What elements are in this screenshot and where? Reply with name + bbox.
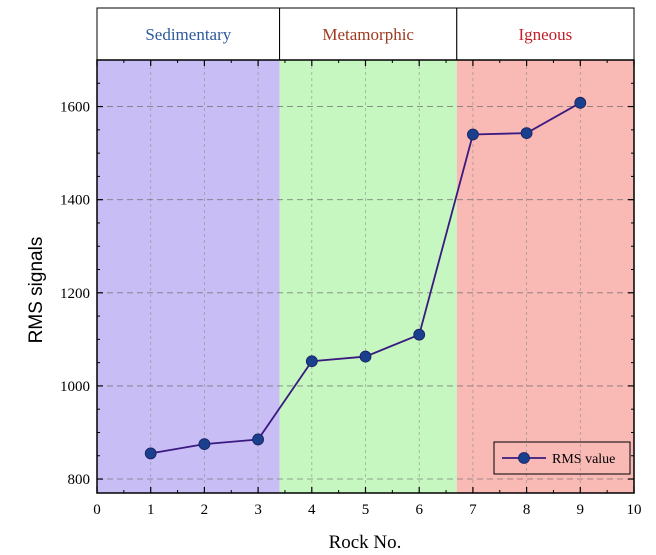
x-tick-label: 3: [254, 502, 262, 518]
legend-label: RMS value: [552, 452, 615, 467]
x-tick-label: 0: [93, 502, 101, 518]
region-header: Sedimentary Metamorphic Igneous: [96, 7, 635, 61]
y-tick-label: 1200: [60, 286, 90, 302]
y-tick-label: 1000: [60, 379, 90, 395]
x-tick-label: 7: [469, 502, 477, 518]
region-header-cell-sedimentary: [96, 7, 281, 61]
region-backgrounds: [97, 60, 634, 493]
axes: 0 1 2 3 4 5 6 7 8 9 10 800 1000 1200 1400 1600: [60, 59, 642, 518]
data-point: [144, 447, 157, 460]
data-point: [413, 328, 426, 341]
y-axis-title: RMS signals: [26, 237, 47, 344]
x-axis-title: Rock No.: [329, 532, 402, 553]
data-point: [466, 128, 479, 141]
data-point: [520, 127, 533, 139]
region-background-igneous: [456, 60, 634, 493]
grid-lines: [97, 60, 634, 493]
region-label-igneous: Igneous: [518, 25, 572, 44]
data-point: [305, 355, 318, 368]
legend: RMS value: [493, 441, 631, 475]
region-label-metamorphic: Metamorphic: [322, 25, 414, 44]
x-tick-label: 4: [308, 502, 316, 518]
series-layer: [144, 96, 587, 460]
y-tick-label: 1600: [60, 100, 90, 116]
y-tick-label: 1400: [60, 193, 90, 209]
data-point: [359, 350, 372, 363]
data-point: [574, 96, 587, 109]
x-tick-label: 8: [523, 502, 531, 518]
region-background-sedimentary: [97, 60, 280, 493]
legend-box: [493, 441, 631, 475]
legend-marker: [518, 452, 530, 464]
data-point: [252, 433, 265, 446]
region-header-cell-metamorphic: [279, 7, 458, 61]
data-point: [198, 438, 211, 451]
x-tick-label: 2: [201, 502, 209, 518]
x-tick-label: 9: [577, 502, 585, 518]
region-header-cell-igneous: [456, 7, 635, 61]
x-tick-label: 5: [362, 502, 370, 518]
y-tick-label: 800: [68, 472, 91, 488]
x-tick-label: 10: [627, 502, 642, 518]
region-label-sedimentary: Sedimentary: [145, 25, 231, 44]
x-tick-label: 6: [415, 502, 423, 518]
region-background-metamorphic: [279, 60, 457, 493]
x-tick-label: 1: [147, 502, 155, 518]
